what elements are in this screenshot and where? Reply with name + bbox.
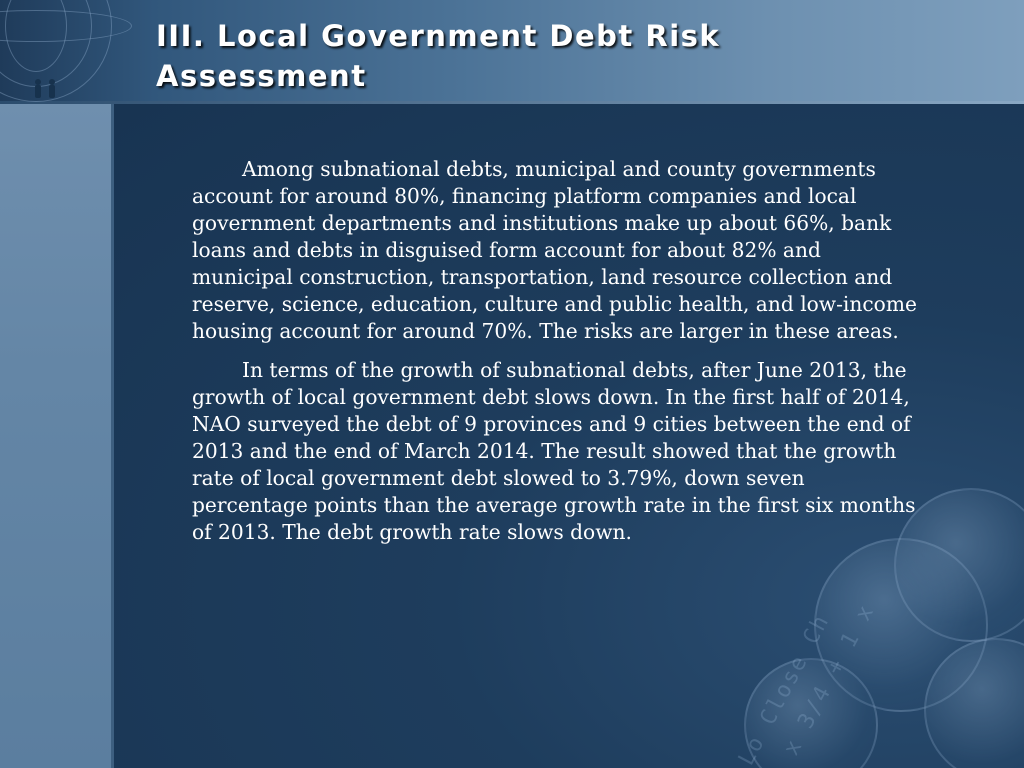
body-paragraph-2: In terms of the growth of subnational de… <box>192 358 916 544</box>
slide-body: Among subnational debts, municipal and c… <box>192 156 920 558</box>
slide-title: III. Local Government Debt Risk Assessme… <box>156 19 721 93</box>
body-paragraph-1: Among subnational debts, municipal and c… <box>192 157 917 343</box>
coins-image: Lo Close Ch x 3/4 + 1 x <box>594 468 1024 768</box>
header-band <box>0 0 1024 104</box>
globe-icon <box>0 0 150 104</box>
left-strip <box>0 104 114 768</box>
people-icon <box>35 79 55 98</box>
